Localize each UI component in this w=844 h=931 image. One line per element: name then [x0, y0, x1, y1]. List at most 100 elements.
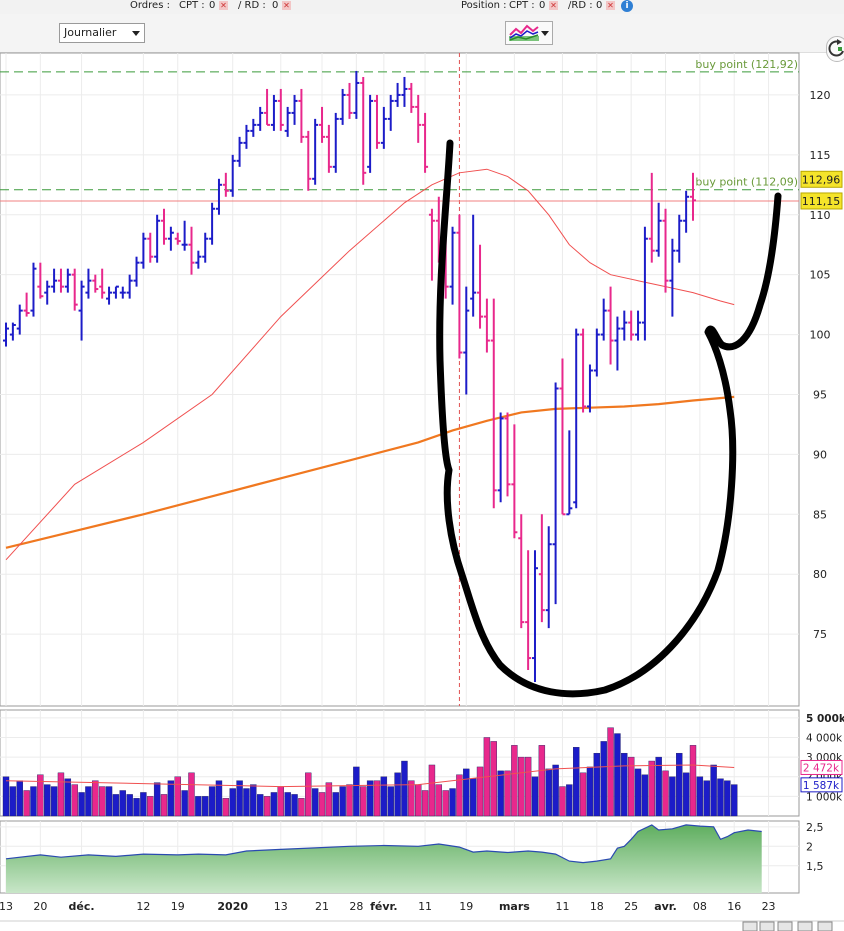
orders-rd-cancel-icon[interactable]: ✕ [282, 0, 291, 10]
volume-bar [717, 778, 724, 817]
volume-bar [655, 756, 662, 817]
x-tick-label: 11 [418, 900, 432, 913]
price-bar [133, 256, 140, 287]
settings-icon-frame [817, 921, 833, 931]
volume-bar [167, 780, 175, 817]
volume-marker-box [800, 777, 843, 793]
volume-bar [449, 788, 456, 817]
price-bar [325, 124, 332, 173]
volume-bar [621, 752, 628, 817]
position-label: Position : [461, 0, 507, 11]
price-bar [662, 208, 669, 293]
price-bar [339, 88, 346, 125]
price-bar [470, 214, 477, 317]
hand-drawn-annotation [436, 139, 782, 698]
price-bar [566, 430, 573, 516]
x-tick-label: 28 [349, 900, 363, 913]
volume-y-tick-label: 4 000k [806, 732, 843, 744]
price-bar [449, 226, 456, 305]
moving-average-short [5, 168, 735, 561]
x-axis-area [0, 894, 844, 931]
volume-bar [648, 760, 655, 817]
price-bar [401, 76, 408, 107]
volume-bar [463, 768, 470, 817]
period-select-value: Journalier [64, 26, 117, 39]
volume-marker-box [800, 759, 843, 775]
volume-bar [140, 792, 147, 817]
price-bar [607, 286, 614, 365]
y-tick-label: 100 [810, 329, 831, 342]
volume-bar [229, 788, 236, 817]
volume-bar [600, 741, 607, 817]
price-bar [483, 298, 490, 353]
volume-bar [614, 733, 621, 817]
price-bar [346, 82, 353, 119]
volume-bar [92, 780, 99, 817]
price-bar [621, 310, 628, 341]
buy-point-label: buy point (121,92) [695, 58, 798, 71]
position-rd-value: 0 [596, 0, 603, 11]
volume-bar [593, 752, 601, 817]
y-tick-label: 85 [813, 508, 827, 521]
magnifier-icon [777, 921, 793, 931]
price-bar [264, 88, 271, 126]
price-bar [64, 268, 71, 293]
price-bar [518, 514, 525, 629]
x-tick-label: 13 [274, 900, 288, 913]
x-tick-label: 12 [136, 900, 150, 913]
order-position-bar: Ordres : CPT : 0 ✕ / RD : 0 ✕ Position :… [0, 0, 844, 14]
volume-bar [456, 774, 463, 817]
y-tick-label: 120 [810, 89, 831, 102]
price-bar [580, 328, 587, 413]
indicator-y-tick-label: 2,5 [806, 821, 824, 834]
price-bar [628, 310, 635, 341]
volume-bar [23, 790, 30, 817]
y-tick-label: 80 [813, 568, 827, 581]
side-panel-button[interactable] [826, 36, 844, 62]
position-rd-cancel-icon[interactable]: ✕ [606, 0, 615, 10]
price-bar [85, 268, 92, 299]
x-tick-label: 21 [315, 900, 329, 913]
price-bar [277, 88, 284, 131]
price-bar [676, 214, 683, 263]
volume-bar [676, 752, 683, 817]
orders-cpt-cancel-icon[interactable]: ✕ [219, 0, 228, 10]
x-tick-label: 19 [171, 900, 185, 913]
price-bar [648, 172, 655, 263]
volume-bar [305, 772, 312, 817]
price-bar [236, 136, 243, 167]
info-icon[interactable]: i [621, 0, 633, 12]
y-tick-label: 75 [813, 628, 827, 641]
price-bar [57, 268, 64, 293]
price-bar [51, 268, 58, 293]
y-tick-label: 90 [813, 448, 827, 461]
position-cpt-cancel-icon[interactable]: ✕ [549, 0, 558, 10]
price-bar [531, 550, 538, 683]
volume-bar [71, 784, 78, 817]
volume-bar [195, 796, 202, 817]
price-bar [593, 328, 600, 377]
volume-bar [57, 772, 65, 817]
volume-bar [366, 780, 374, 817]
x-tick-label: avr. [654, 900, 677, 913]
position-cpt-value: 0 [539, 0, 546, 11]
volume-bar [119, 790, 126, 817]
indicator-y-tick-label: 1,5 [806, 860, 824, 873]
volume-bar [641, 774, 649, 817]
price-bar [422, 112, 429, 173]
volume-bar [586, 766, 594, 817]
indicator-menu-button[interactable] [505, 21, 553, 45]
price-bar [559, 358, 566, 516]
price-bar [490, 298, 497, 509]
price-bar [181, 220, 188, 251]
price-bar [497, 412, 504, 503]
volume-bar [408, 780, 415, 817]
period-select[interactable]: Journalier [59, 23, 145, 43]
volume-bar [311, 788, 319, 817]
x-tick-label: 19 [459, 900, 473, 913]
volume-bar [710, 764, 717, 817]
volume-bar [387, 786, 394, 817]
price-bar [188, 226, 195, 275]
x-tick-label: 20 [33, 900, 47, 913]
